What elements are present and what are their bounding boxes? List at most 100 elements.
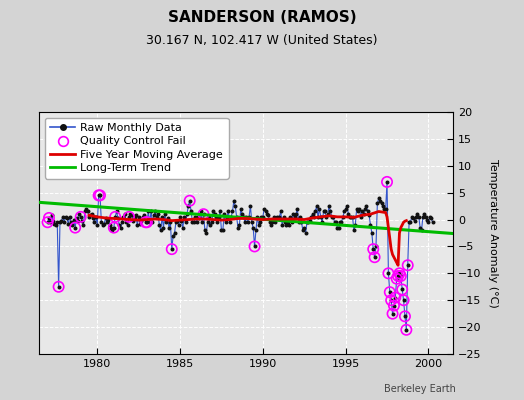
Point — [88, 211, 96, 217]
Point — [319, 208, 328, 215]
Point — [144, 208, 152, 215]
Point — [263, 211, 271, 217]
Point — [213, 219, 222, 226]
Point — [337, 219, 346, 226]
Point — [293, 206, 301, 212]
Point — [344, 211, 353, 217]
Point — [294, 219, 303, 226]
Point — [176, 214, 184, 220]
Point — [82, 206, 91, 212]
Point — [373, 200, 381, 207]
Point — [141, 219, 150, 226]
Point — [130, 214, 139, 220]
Point — [394, 273, 402, 279]
Point — [184, 203, 192, 209]
Point — [301, 230, 310, 236]
Y-axis label: Temperature Anomaly (°C): Temperature Anomaly (°C) — [488, 159, 498, 307]
Point — [236, 206, 245, 212]
Point — [412, 214, 420, 220]
Point — [94, 192, 103, 198]
Point — [231, 203, 239, 209]
Point — [316, 214, 325, 220]
Point — [180, 214, 189, 220]
Point — [92, 214, 100, 220]
Point — [331, 219, 339, 226]
Point — [286, 214, 294, 220]
Point — [151, 208, 159, 215]
Point — [423, 216, 431, 223]
Point — [399, 297, 408, 304]
Point — [93, 222, 102, 228]
Point — [279, 214, 288, 220]
Point — [104, 216, 113, 223]
Point — [274, 215, 282, 221]
Point — [318, 219, 326, 226]
Point — [114, 215, 122, 221]
Point — [67, 219, 75, 226]
Point — [386, 289, 394, 295]
Point — [111, 214, 119, 220]
Point — [199, 211, 208, 217]
Point — [165, 224, 173, 231]
Point — [250, 243, 259, 250]
Point — [399, 297, 408, 304]
Point — [139, 214, 147, 220]
Point — [241, 219, 249, 226]
Point — [77, 214, 85, 220]
Point — [100, 221, 108, 227]
Point — [72, 215, 81, 221]
Text: SANDERSON (RAMOS): SANDERSON (RAMOS) — [168, 10, 356, 25]
Point — [365, 212, 373, 218]
Point — [369, 246, 377, 252]
Point — [296, 214, 304, 220]
Point — [63, 215, 71, 221]
Point — [56, 219, 64, 226]
Point — [375, 195, 383, 201]
Point — [125, 214, 133, 220]
Point — [116, 224, 125, 231]
Point — [157, 227, 165, 234]
Point — [354, 208, 362, 215]
Point — [201, 227, 209, 234]
Point — [297, 219, 305, 226]
Point — [81, 208, 89, 215]
Point — [227, 214, 235, 220]
Point — [89, 215, 97, 221]
Point — [368, 230, 376, 236]
Point — [261, 208, 270, 215]
Point — [292, 211, 300, 217]
Point — [96, 192, 104, 198]
Point — [403, 262, 412, 268]
Point — [421, 214, 430, 220]
Point — [78, 218, 86, 224]
Point — [370, 254, 379, 260]
Point — [190, 219, 198, 226]
Point — [351, 222, 359, 228]
Point — [118, 219, 126, 226]
Text: 30.167 N, 102.417 W (United States): 30.167 N, 102.417 W (United States) — [146, 34, 378, 47]
Point — [194, 214, 202, 220]
Point — [85, 214, 93, 220]
Point — [366, 222, 375, 228]
Point — [158, 214, 166, 220]
Point — [311, 208, 320, 215]
Point — [203, 219, 212, 226]
Point — [185, 198, 194, 204]
Point — [358, 208, 366, 215]
Point — [278, 222, 286, 228]
Point — [277, 208, 285, 215]
Point — [83, 208, 92, 215]
Point — [74, 218, 82, 224]
Point — [129, 218, 137, 224]
Point — [108, 227, 117, 234]
Point — [281, 219, 289, 226]
Point — [168, 246, 176, 252]
Point — [143, 219, 151, 226]
Point — [413, 211, 422, 217]
Point — [155, 222, 163, 228]
Point — [402, 326, 410, 333]
Point — [244, 219, 252, 226]
Point — [372, 243, 380, 250]
Point — [387, 297, 395, 304]
Point — [90, 219, 99, 226]
